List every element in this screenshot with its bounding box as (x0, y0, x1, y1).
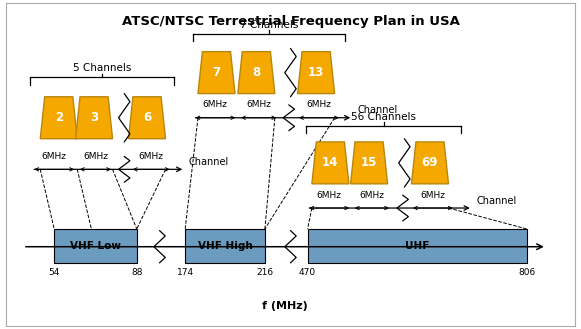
Text: 88: 88 (131, 268, 142, 277)
Polygon shape (40, 97, 77, 139)
Text: 6MHz: 6MHz (246, 100, 271, 109)
Text: ATSC/NTSC Terrestrial Frequency Plan in USA: ATSC/NTSC Terrestrial Frequency Plan in … (121, 14, 460, 28)
Text: 174: 174 (177, 268, 193, 277)
Polygon shape (297, 52, 335, 93)
Polygon shape (411, 142, 449, 184)
Text: VHF Low: VHF Low (70, 241, 121, 251)
Text: 6MHz: 6MHz (420, 190, 446, 200)
Text: Channel: Channel (358, 105, 398, 115)
Bar (185, 229, 265, 263)
Text: 6MHz: 6MHz (139, 152, 164, 161)
Text: f (MHz): f (MHz) (262, 301, 308, 311)
Text: 69: 69 (422, 156, 438, 169)
Polygon shape (198, 52, 235, 93)
Text: 2: 2 (55, 111, 63, 124)
Text: 5 Channels: 5 Channels (73, 63, 131, 73)
Text: 15: 15 (361, 156, 377, 169)
Polygon shape (350, 142, 388, 184)
Text: 7 Channels: 7 Channels (240, 20, 298, 30)
Text: 14: 14 (322, 156, 339, 169)
Bar (54, 229, 137, 263)
Text: Channel: Channel (476, 196, 517, 206)
Text: 216: 216 (256, 268, 274, 277)
Polygon shape (76, 97, 113, 139)
Text: 6MHz: 6MHz (203, 100, 228, 109)
Text: 56 Channels: 56 Channels (352, 112, 417, 121)
Text: Channel: Channel (188, 157, 228, 167)
Text: 470: 470 (299, 268, 316, 277)
Polygon shape (238, 52, 275, 93)
Polygon shape (312, 142, 349, 184)
Text: 6MHz: 6MHz (360, 190, 385, 200)
Polygon shape (128, 97, 166, 139)
Text: 6MHz: 6MHz (83, 152, 108, 161)
Text: 6MHz: 6MHz (306, 100, 332, 109)
Text: 806: 806 (518, 268, 536, 277)
Text: 6: 6 (143, 111, 151, 124)
Text: 8: 8 (252, 66, 260, 79)
Text: 7: 7 (213, 66, 221, 79)
Text: 13: 13 (308, 66, 324, 79)
Text: 54: 54 (49, 268, 60, 277)
Text: 3: 3 (90, 111, 98, 124)
Text: 6MHz: 6MHz (42, 152, 67, 161)
Bar (307, 229, 527, 263)
Text: UHF: UHF (405, 241, 429, 251)
Text: 6MHz: 6MHz (317, 190, 342, 200)
Text: VHF High: VHF High (198, 241, 252, 251)
